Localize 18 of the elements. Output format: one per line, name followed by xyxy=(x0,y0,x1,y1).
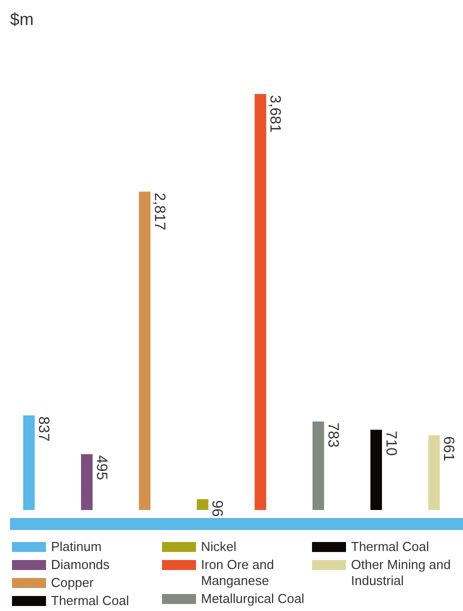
legend-label: Other Mining and Industrial xyxy=(351,557,452,589)
y-axis-title: $m xyxy=(10,10,34,30)
data-label: 710 xyxy=(382,430,400,456)
legend-label: Thermal Coal xyxy=(51,593,130,609)
legend-label: Copper xyxy=(51,575,94,591)
data-label: 837 xyxy=(35,416,52,442)
legend-label: Nickel xyxy=(201,539,236,555)
legend-label: Iron Ore and Manganese xyxy=(201,557,275,589)
legend-label: Diamonds xyxy=(51,557,110,573)
data-label: 96 xyxy=(208,500,226,517)
data-label: 3,681 xyxy=(266,95,284,133)
data-label: 661 xyxy=(440,436,458,462)
legend-label: Thermal Coal xyxy=(351,539,430,555)
data-label: 783 xyxy=(324,422,342,448)
data-label: 2,817 xyxy=(150,192,168,230)
data-label: 495 xyxy=(92,455,110,480)
legend-label: Platinum xyxy=(51,539,102,555)
legend-label: Metallurgical Coal xyxy=(201,591,304,607)
